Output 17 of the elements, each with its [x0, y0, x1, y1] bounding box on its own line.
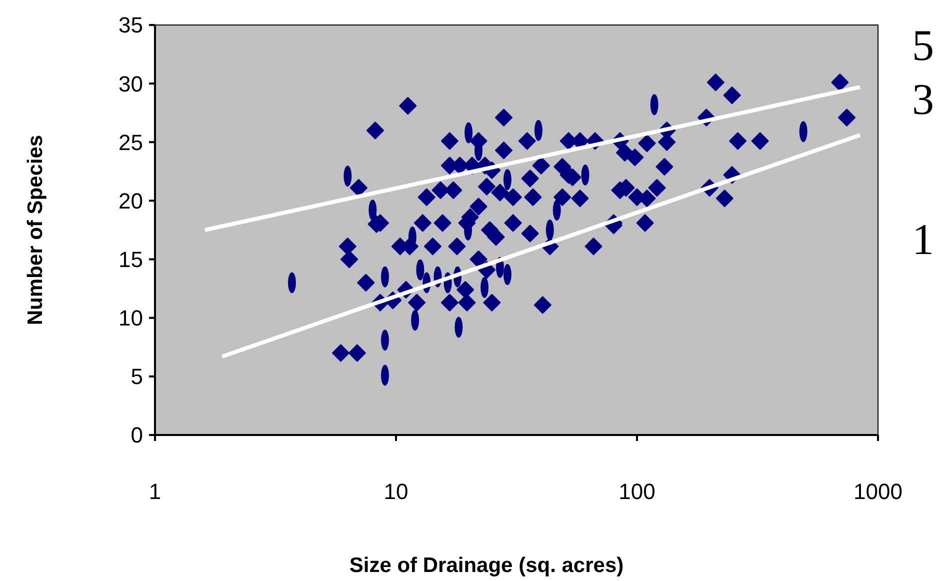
- text: 1: [912, 215, 934, 264]
- y-tick-label: 35: [118, 12, 143, 38]
- x-tick-label: 100: [618, 479, 656, 504]
- y-tick-label: 20: [118, 188, 143, 214]
- x-tick-label: 1000: [854, 479, 902, 504]
- text: 3: [912, 75, 934, 124]
- y-tick-label: 15: [118, 246, 143, 272]
- y-axis-title: Number of Species: [24, 134, 47, 326]
- y-tick-label: 5: [130, 364, 143, 390]
- x-tick-label: 1: [148, 479, 162, 504]
- text: 5: [912, 21, 934, 70]
- x-axis-title: Size of Drainage (sq. acres): [349, 554, 624, 577]
- y-tick-label: 30: [118, 71, 143, 96]
- y-tick-label: 25: [118, 130, 143, 155]
- y-tick-label: 0: [130, 422, 143, 448]
- y-tick-label: 10: [118, 306, 143, 331]
- x-tick-label: 10: [384, 479, 408, 504]
